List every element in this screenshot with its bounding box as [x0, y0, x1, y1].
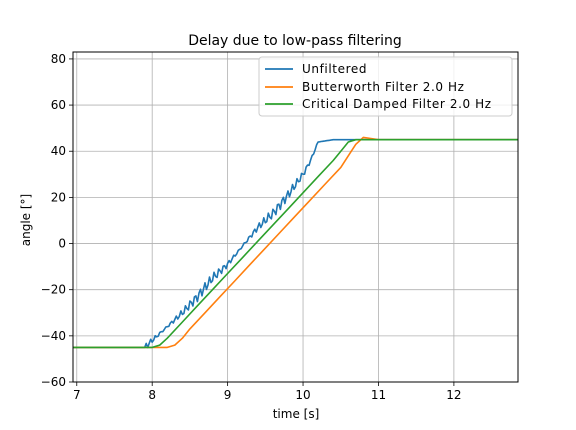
y-tick-label: 20	[51, 190, 66, 204]
plot-frame	[72, 51, 519, 383]
y-tick-label: −20	[41, 283, 66, 297]
x-axis-label: time [s]	[273, 407, 320, 421]
x-tick-label: 11	[371, 388, 386, 402]
y-axis-label: angle [°]	[19, 194, 33, 246]
chart-title: Delay due to low-pass filtering	[188, 33, 402, 49]
x-tick-label: 9	[224, 388, 232, 402]
series-critical-damped	[73, 138, 518, 349]
x-tick-label: 12	[446, 388, 461, 402]
y-axis: −60 −40 −20 0 20 40 60 80	[41, 52, 73, 389]
legend-label-butterworth: Butterworth Filter 2.0 Hz	[302, 80, 465, 94]
x-tick-label: 8	[148, 388, 156, 402]
y-tick-label: 40	[51, 144, 66, 158]
y-tick-label: 60	[51, 98, 66, 112]
legend-label-critical-damped: Critical Damped Filter 2.0 Hz	[302, 97, 492, 111]
legend: Unfiltered Butterworth Filter 2.0 Hz Cri…	[258, 56, 513, 117]
y-tick-label: 0	[58, 237, 66, 251]
legend-label-unfiltered: Unfiltered	[302, 62, 367, 76]
y-tick-label: −40	[41, 329, 66, 343]
y-tick-label: 80	[51, 52, 66, 66]
x-tick-label: 7	[73, 388, 81, 402]
legend-box	[258, 56, 513, 117]
x-tick-label: 10	[295, 388, 310, 402]
x-axis: 7 8 9 10 11 12	[73, 382, 462, 402]
series-lines	[73, 136, 518, 349]
y-tick-label: −60	[41, 375, 66, 389]
